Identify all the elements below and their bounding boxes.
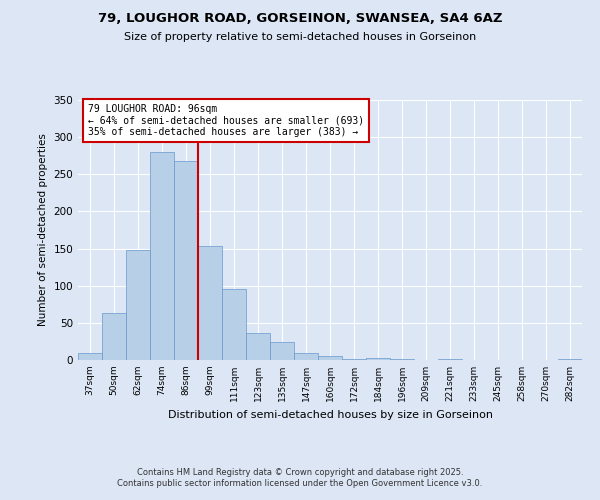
Bar <box>294 354 318 360</box>
Bar <box>174 161 198 360</box>
Bar <box>558 358 582 360</box>
X-axis label: Distribution of semi-detached houses by size in Gorseinon: Distribution of semi-detached houses by … <box>167 410 493 420</box>
Text: 79 LOUGHOR ROAD: 96sqm
← 64% of semi-detached houses are smaller (693)
35% of se: 79 LOUGHOR ROAD: 96sqm ← 64% of semi-det… <box>88 104 364 137</box>
Bar <box>270 342 294 360</box>
Bar <box>126 250 150 360</box>
Bar <box>102 313 126 360</box>
Text: 79, LOUGHOR ROAD, GORSEINON, SWANSEA, SA4 6AZ: 79, LOUGHOR ROAD, GORSEINON, SWANSEA, SA… <box>98 12 502 26</box>
Bar <box>150 152 174 360</box>
Y-axis label: Number of semi-detached properties: Number of semi-detached properties <box>38 134 48 326</box>
Bar <box>246 334 270 360</box>
Bar <box>222 290 246 360</box>
Bar <box>198 246 222 360</box>
Bar <box>366 358 390 360</box>
Text: Contains HM Land Registry data © Crown copyright and database right 2025.
Contai: Contains HM Land Registry data © Crown c… <box>118 468 482 487</box>
Bar <box>318 356 342 360</box>
Text: Size of property relative to semi-detached houses in Gorseinon: Size of property relative to semi-detach… <box>124 32 476 42</box>
Bar <box>78 352 102 360</box>
